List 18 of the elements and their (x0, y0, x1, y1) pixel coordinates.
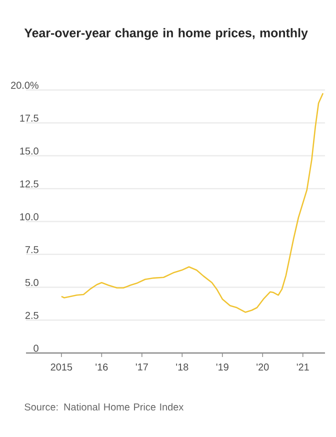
x-tick-label: '16 (96, 364, 108, 371)
source-note: Source: National Home Price Index (24, 403, 184, 411)
x-tick-label: '18 (176, 364, 188, 371)
x-tick-label: '17 (136, 364, 148, 370)
x-tick-label: '19 (216, 364, 228, 371)
y-tick-label: 17.5 (20, 114, 38, 122)
y-tick-label: 2.5 (25, 312, 38, 319)
x-tick-label: 2015 (50, 364, 72, 371)
y-tick-label: 5.0 (25, 279, 38, 286)
x-tick-label: '20 (256, 364, 269, 371)
y-tick-label: 0 (34, 344, 38, 352)
chart-title: Year-over-year change in home prices, monthly (24, 28, 308, 40)
y-tick-label: 20.0% (11, 82, 38, 89)
x-tick-label: '21 (296, 364, 309, 370)
y-tick-label: 15.0 (20, 148, 38, 155)
y-tick-label: 10.0 (20, 213, 38, 220)
y-tick-label: 7.5 (25, 246, 38, 254)
y-tick-label: 12.5 (20, 180, 38, 188)
